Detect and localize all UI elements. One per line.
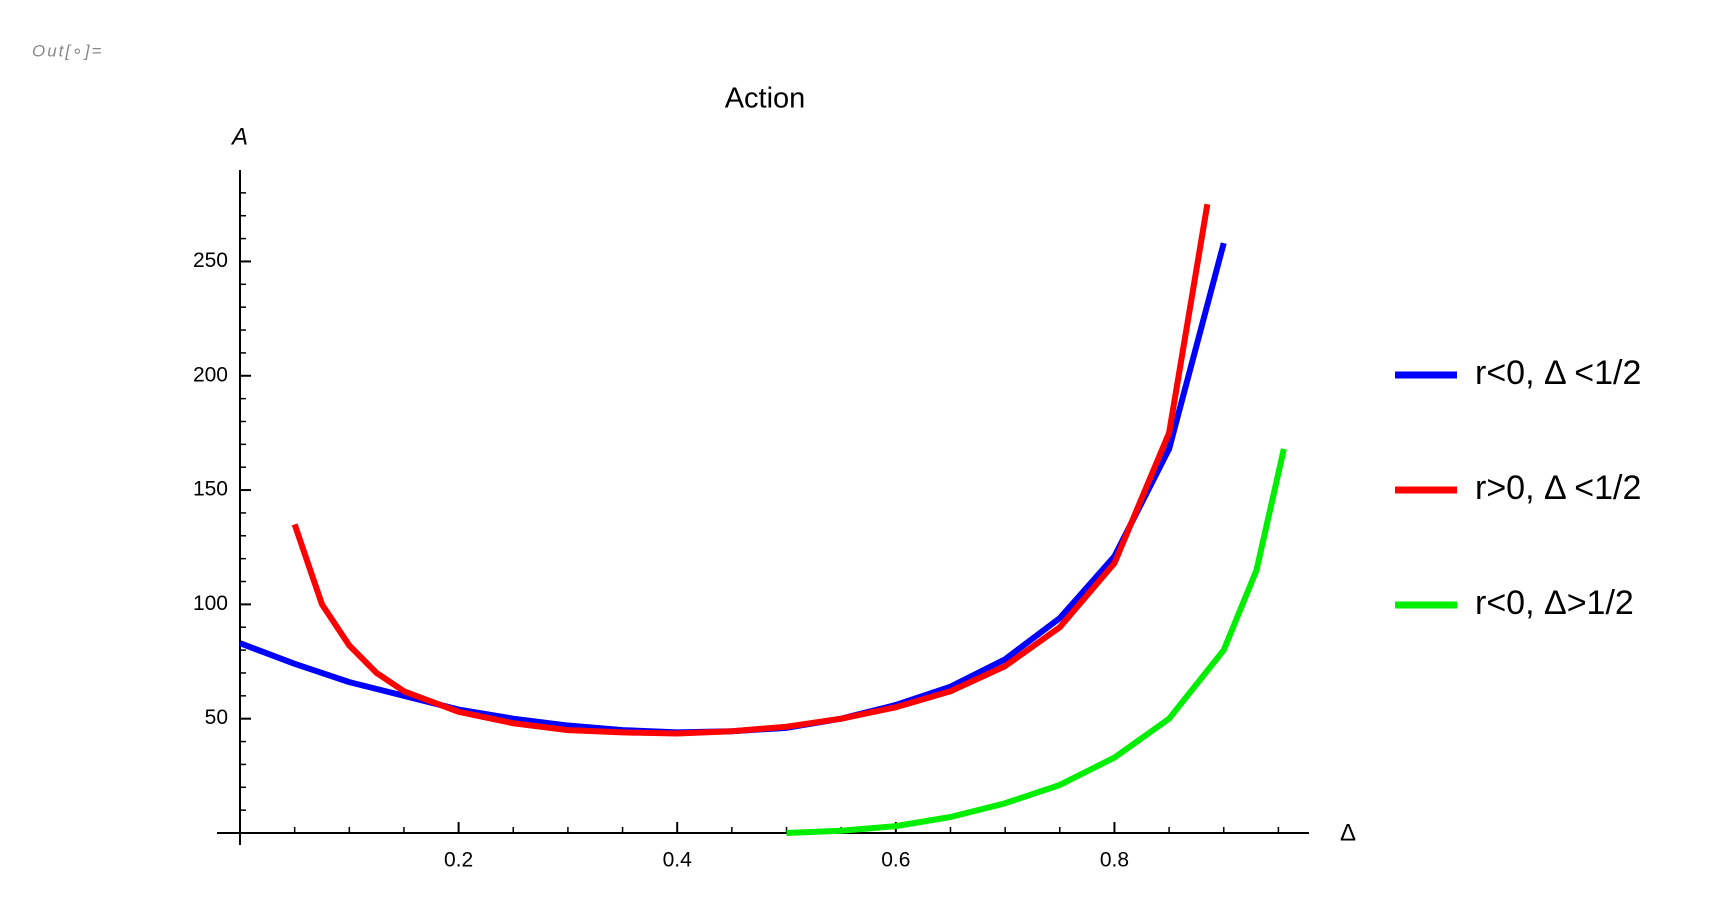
- series-line: [291, 203, 1211, 737]
- x-tick-label: 0.6: [881, 849, 910, 872]
- legend-label: r>0, Δ <1/2: [1475, 469, 1641, 507]
- series-line: [786, 448, 1287, 836]
- y-tick-label: 200: [193, 363, 228, 386]
- legend-label: r<0, Δ>1/2: [1475, 584, 1634, 622]
- x-tick-label: 0.4: [663, 849, 693, 872]
- y-tick-label: 50: [205, 706, 228, 729]
- x-axis-label: Δ: [1340, 819, 1356, 846]
- x-tick-label: 0.2: [444, 849, 473, 872]
- y-tick-label: 250: [193, 249, 228, 272]
- cell-label: Out[∘]=: [32, 41, 103, 60]
- series-line: [238, 242, 1227, 736]
- y-axis-label: A: [230, 123, 248, 150]
- x-tick-label: 0.8: [1100, 849, 1129, 872]
- y-tick-label: 100: [193, 592, 228, 615]
- y-tick-label: 150: [193, 478, 228, 501]
- legend-label: r<0, Δ <1/2: [1475, 354, 1641, 392]
- chart-title: Action: [725, 83, 806, 115]
